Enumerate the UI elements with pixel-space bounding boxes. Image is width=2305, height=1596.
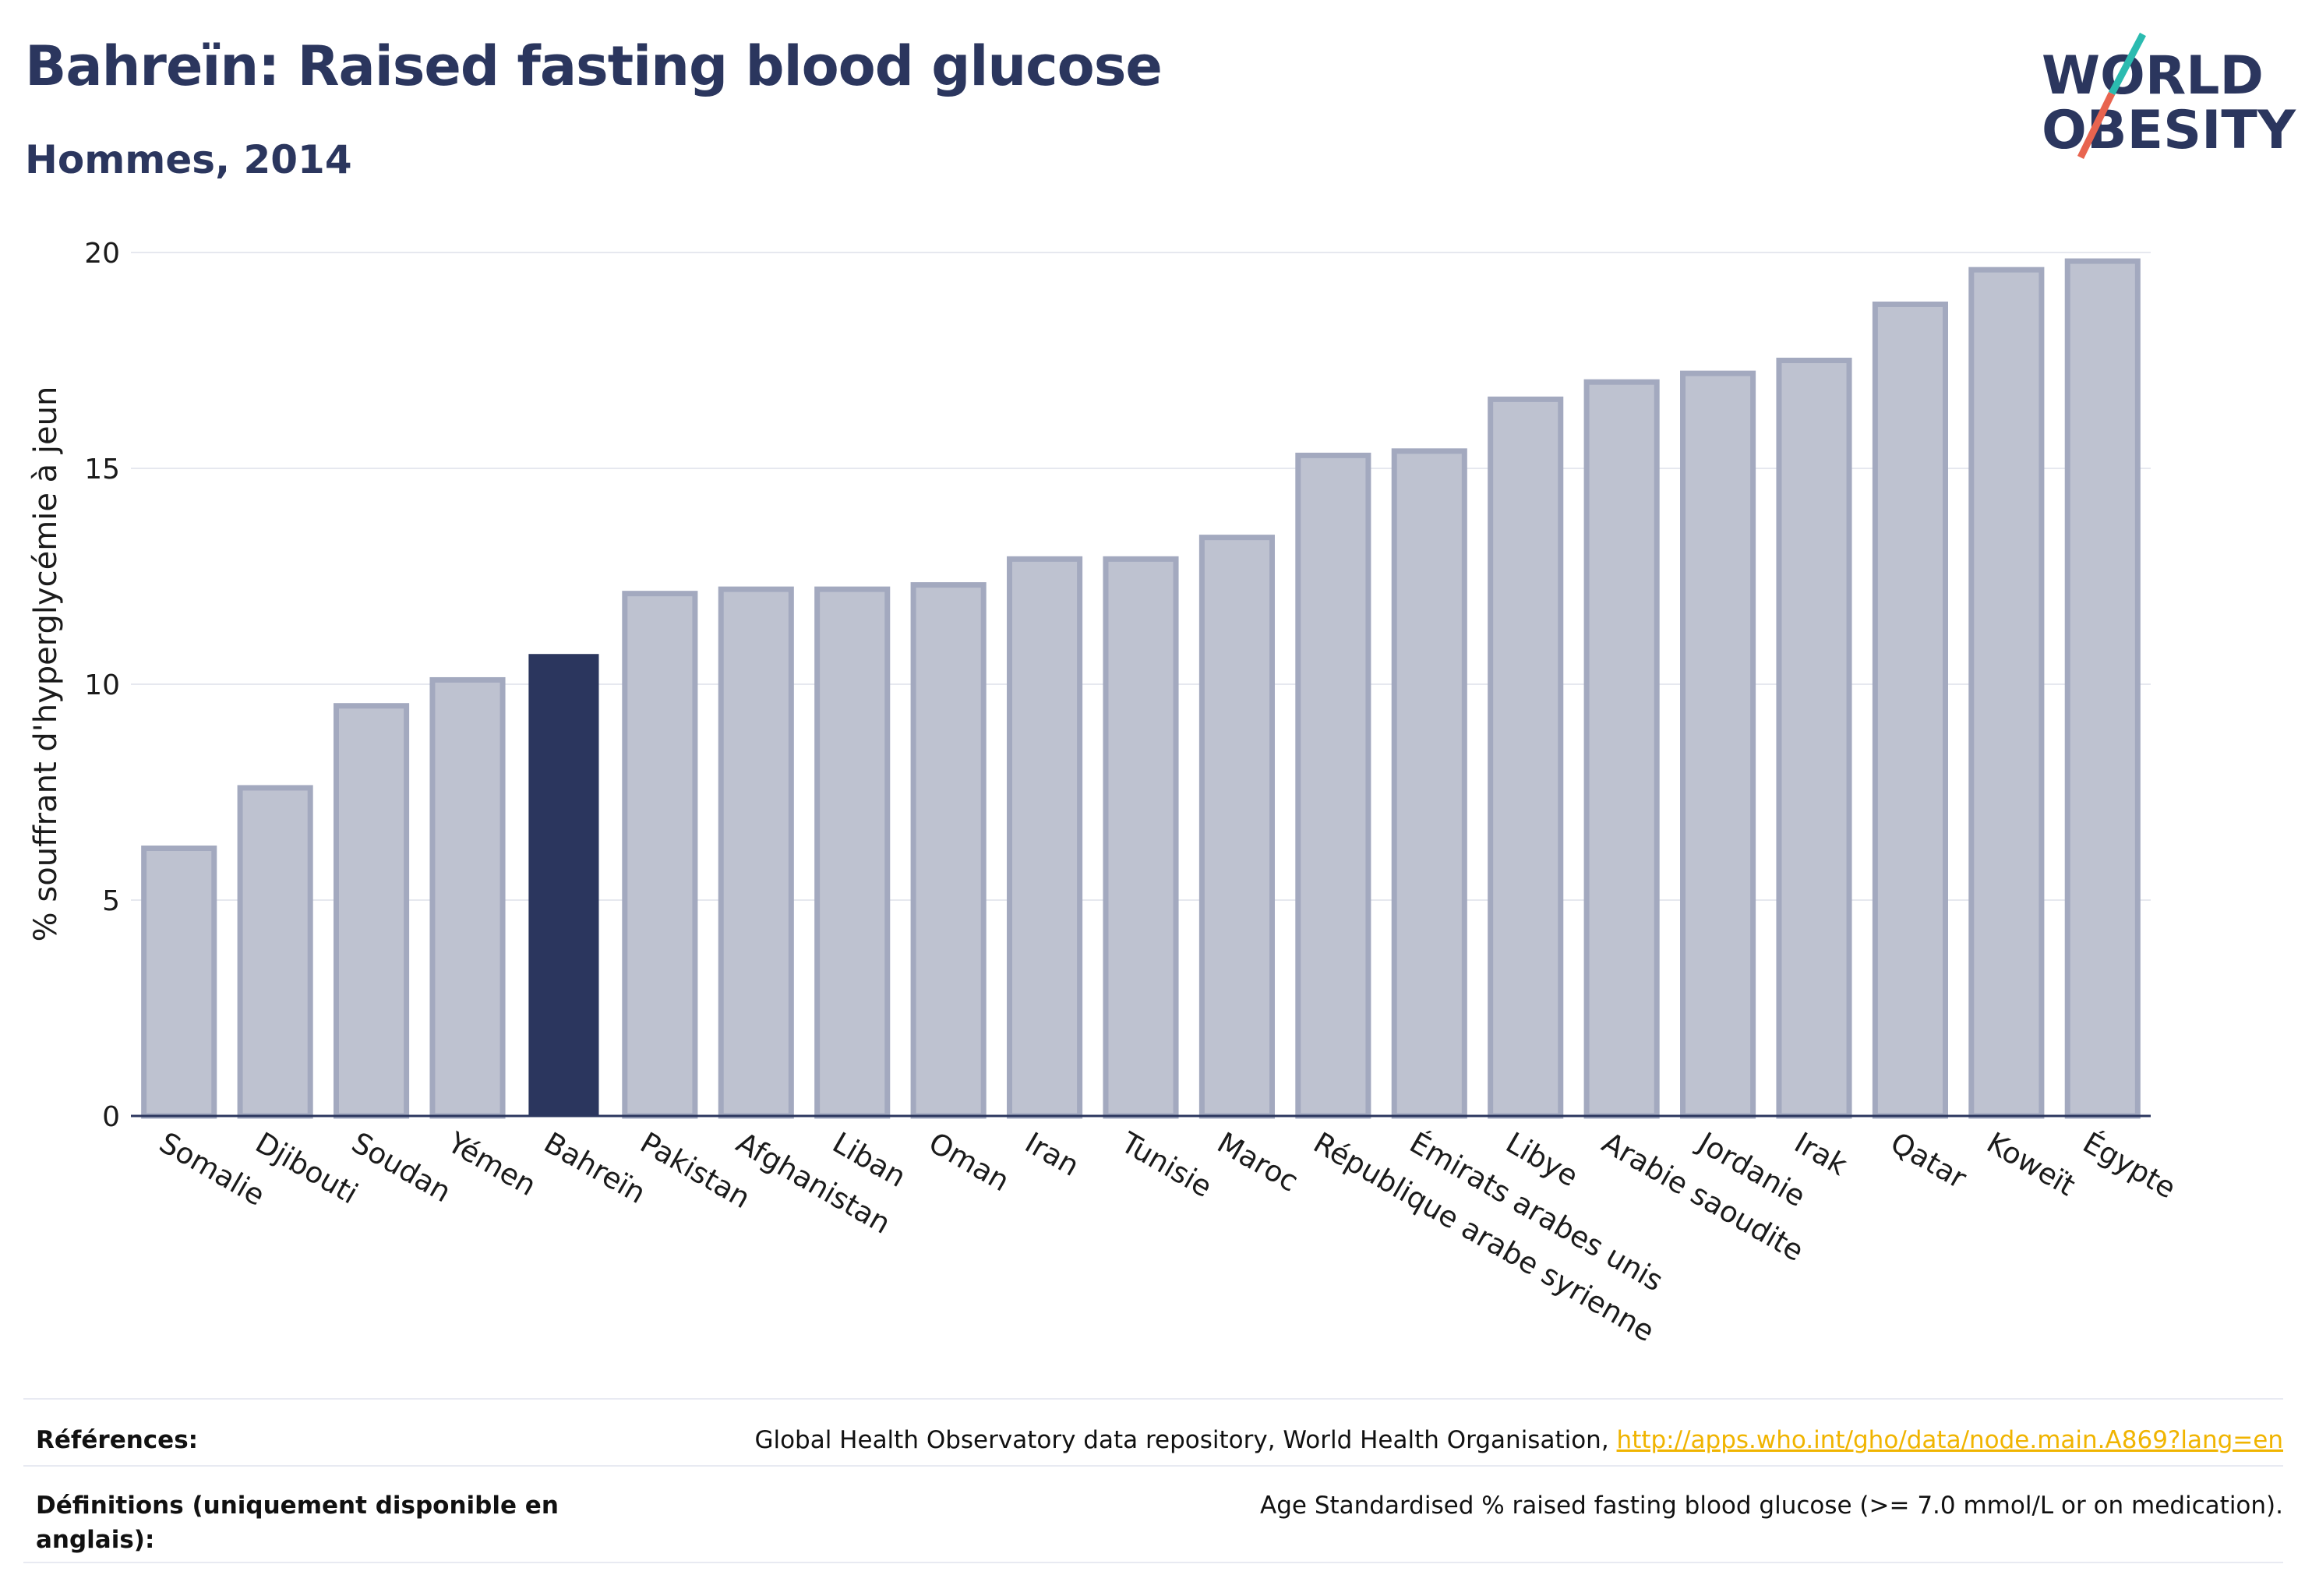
definitions-label: Définitions (uniquement disponible en an… [36,1492,559,1554]
logo-slash-bottom [2077,92,2116,159]
x-tick-label: Somalie [154,1126,270,1213]
logo-slash-top [2109,32,2146,96]
x-tick-label: Yémen [442,1125,542,1202]
footer-divider [23,1562,2283,1563]
x-tick-label: Maroc [1212,1126,1304,1199]
y-tick-label: 5 [102,885,120,917]
bar-qatar [1872,301,1948,1119]
chart-title: Bahreïn: Raised fasting blood glucose [25,34,1163,98]
bar-soudan [334,703,410,1119]
bar-liban [814,586,891,1119]
bar-irak [1776,358,1852,1119]
bar-yémen [429,676,506,1119]
x-tick-label: Djibouti [250,1126,364,1211]
bar-république-arabe-syrienne [1295,452,1371,1119]
bar-djibouti [237,785,313,1119]
references-value: Global Health Observatory data repositor… [754,1423,2283,1457]
x-tick-label: Bahreïn [538,1126,651,1210]
references-link[interactable]: http://apps.who.int/gho/data/node.main.A… [1616,1426,2283,1454]
x-tick-label: Irak [1789,1126,1854,1183]
y-axis-title: % souffrant d'hyperglycémie à jeun [28,387,64,942]
y-tick-label: 10 [84,669,120,701]
y-tick-label: 20 [84,238,120,270]
world-obesity-logo: WORLD OBESITY [2026,31,2305,171]
x-tick-label: Tunisie [1115,1125,1218,1204]
y-tick-label: 15 [84,454,120,486]
bar-pakistan [622,591,698,1119]
bar-koweït [1968,267,2045,1119]
x-tick-label: Soudan [346,1126,457,1209]
x-tick-label: Iran [1019,1126,1085,1183]
bar-afghanistan [718,586,794,1119]
definitions-value: Age Standardised % raised fasting blood … [1260,1492,2283,1520]
bar-égypte [2064,258,2141,1119]
y-tick-label: 0 [102,1101,120,1133]
bar-bahreïn [528,654,599,1116]
bar-jordanie [1680,370,1756,1119]
bar-somalie [141,846,217,1119]
x-tick-label: Qatar [1885,1126,1972,1196]
bar-arabie-saoudite [1583,379,1660,1119]
x-tick-labels: SomalieDjiboutiSoudanYémenBahreïnPakista… [154,1125,2182,1349]
y-tick-labels: 0 5 10 15 20 [84,238,120,1133]
x-tick-label: Oman [923,1126,1015,1199]
x-tick-label: Koweït [1981,1126,2081,1203]
bar-libye [1488,396,1564,1119]
bar-maroc [1198,535,1275,1119]
logo-line-1: WORLD [2042,45,2264,107]
bar-iran [1007,556,1083,1119]
bar-tunisie [1103,556,1179,1119]
references-label: Références: [36,1426,199,1454]
bars [141,258,2141,1119]
x-tick-label: Égypte [2077,1125,2182,1206]
bar-oman [910,582,987,1119]
bar-chart: 0 5 10 15 20 SomalieDjiboutiSoudanYémenBahre… [28,238,2182,1349]
references-row: Références: Global Health Observatory da… [23,1409,2283,1464]
references-text: Global Health Observatory data repositor… [754,1426,1609,1454]
x-tick-label: Pakistan [634,1126,756,1216]
bar-émirats-arabes-unis [1391,448,1467,1119]
chart-subtitle: Hommes, 2014 [25,137,352,182]
definitions-row: Définitions (uniquement disponible en an… [23,1479,2283,1557]
footer-divider [23,1465,2283,1467]
footer-divider [23,1398,2283,1400]
